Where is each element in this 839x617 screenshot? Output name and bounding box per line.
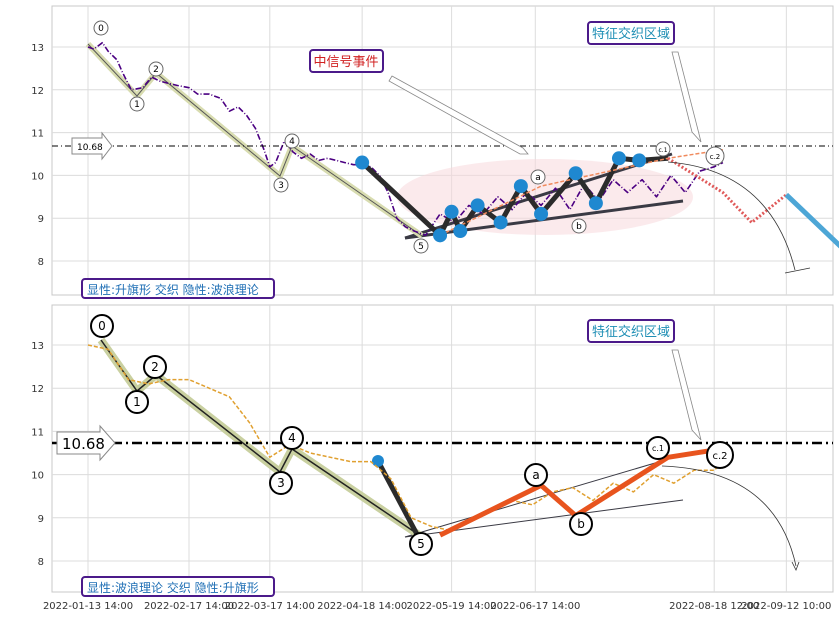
top-plot-frame bbox=[51, 5, 834, 296]
series-line bbox=[667, 157, 788, 224]
bottom-label-4: 4 bbox=[288, 431, 296, 445]
y-tick-label: 8 bbox=[38, 557, 44, 568]
top-projection-end bbox=[784, 267, 811, 274]
top-feature-zone-arrow bbox=[671, 51, 702, 143]
flag-point bbox=[513, 179, 528, 194]
flag-point bbox=[588, 196, 603, 211]
bottom-label-5: 5 bbox=[417, 537, 425, 551]
wave-label-3: 3 bbox=[278, 181, 284, 191]
bottom-wave-labels: 0 1 2 3 4 5 a b c.1 c.2 bbox=[90, 314, 734, 556]
flag-point bbox=[493, 215, 508, 230]
wave-label-1: 1 bbox=[134, 100, 140, 110]
bottom-hline-arrow: 10.68 bbox=[56, 424, 116, 462]
mid-signal-label: 中信号事件 bbox=[313, 55, 378, 70]
y-tick-label: 11 bbox=[31, 427, 44, 438]
flag-point bbox=[433, 228, 448, 243]
series-line bbox=[439, 148, 724, 236]
flag-point bbox=[470, 198, 485, 213]
wave-label-2: 2 bbox=[153, 65, 159, 75]
flag-upper-line bbox=[404, 152, 673, 240]
wave-label-0: 0 bbox=[98, 24, 104, 34]
flag-point bbox=[534, 206, 549, 221]
wave-label-5: 5 bbox=[418, 242, 424, 252]
bottom-projection-curve bbox=[661, 465, 797, 567]
y-tick-label: 12 bbox=[31, 384, 44, 395]
wave-label-b: b bbox=[576, 222, 582, 232]
x-tick-label: 2022-01-13 14:00 bbox=[43, 601, 133, 612]
y-tick-label: 8 bbox=[38, 257, 44, 268]
x-tick-label: 2022-04-18 14:00 bbox=[317, 601, 407, 612]
top-hline-arrow: 10.68 bbox=[71, 131, 113, 161]
wave-label-c2: c.2 bbox=[710, 153, 721, 161]
top-hline-label: 10.68 bbox=[77, 143, 103, 153]
flag-point bbox=[355, 155, 370, 170]
y-tick-label: 13 bbox=[31, 43, 44, 54]
y-tick-label: 10 bbox=[31, 471, 44, 482]
x-tick-label: 2022-09-12 10:00 bbox=[741, 601, 831, 612]
bottom-wave-line bbox=[100, 339, 423, 538]
y-tick-label: 13 bbox=[31, 341, 44, 352]
bottom-label-a: a bbox=[532, 468, 539, 482]
bottom-plot-frame bbox=[51, 304, 834, 593]
wave-trend-line bbox=[87, 43, 423, 237]
bottom-start-dot bbox=[372, 455, 384, 467]
bottom-label-2: 2 bbox=[151, 360, 159, 374]
x-tick-label: 2022-08-18 12:00 bbox=[669, 601, 759, 612]
bottom-y-axis: 8 9 10 11 12 13 bbox=[31, 341, 44, 568]
bottom-label-1: 1 bbox=[133, 395, 141, 409]
x-axis: 2022-01-13 14:00 2022-02-17 14:002022-03-… bbox=[43, 601, 831, 612]
y-tick-label: 9 bbox=[38, 214, 44, 225]
flag-point bbox=[568, 166, 583, 181]
top-projection-curve bbox=[667, 161, 796, 271]
bottom-feature-zone-label: 特征交织区域 bbox=[592, 324, 670, 340]
bottom-label-b: b bbox=[577, 517, 585, 531]
y-tick-label: 9 bbox=[38, 514, 44, 525]
bottom-label-c2: c.2 bbox=[712, 451, 727, 462]
bottom-caption-box: 显性:波浪理论 交织 隐性:升旗形 bbox=[81, 576, 275, 597]
flag-point bbox=[611, 151, 626, 166]
bottom-flag-upper bbox=[404, 457, 673, 538]
x-tick-label: 2022-05-19 14:00 bbox=[407, 601, 497, 612]
mid-signal-box: 中信号事件 bbox=[309, 49, 384, 73]
y-tick-label: 11 bbox=[31, 129, 44, 140]
x-tick-label: 2022-06-17 14:00 bbox=[490, 601, 580, 612]
top-y-axis: 8 9 10 11 12 13 bbox=[31, 43, 44, 268]
top-flag-points bbox=[355, 151, 647, 243]
mid-signal-arrow bbox=[388, 75, 529, 155]
top-feature-zone-label: 特征交织区域 bbox=[592, 26, 670, 42]
bottom-hline-label: 10.68 bbox=[62, 435, 105, 453]
x-tick-label: 2022-02-17 14:00 bbox=[144, 601, 234, 612]
top-caption-box: 显性:升旗形 交织 隐性:波浪理论 bbox=[81, 278, 275, 299]
bottom-label-c1: c.1 bbox=[652, 444, 664, 453]
wave-label-4: 4 bbox=[289, 137, 295, 147]
bottom-label-3: 3 bbox=[277, 476, 285, 490]
bottom-feature-zone-arrow bbox=[671, 349, 702, 441]
flag-point bbox=[453, 224, 468, 239]
bottom-feature-zone-box: 特征交织区域 bbox=[587, 319, 675, 343]
feature-ellipse bbox=[397, 159, 693, 235]
y-tick-label: 12 bbox=[31, 86, 44, 97]
bottom-grid bbox=[52, 305, 833, 592]
flag-point bbox=[444, 204, 459, 219]
flag-point bbox=[632, 153, 647, 168]
top-caption: 显性:升旗形 交织 隐性:波浪理论 bbox=[87, 282, 259, 297]
wave-label-c1: c.1 bbox=[658, 147, 667, 154]
bottom-projection-arrowhead bbox=[791, 561, 800, 571]
top-wave-labels: 0 1 2 3 4 5 a b c.1 c.2 bbox=[93, 20, 725, 254]
x-tick-label: 2022-03-17 14:00 bbox=[225, 601, 315, 612]
wave-label-a: a bbox=[535, 173, 541, 183]
bottom-caption: 显性:波浪理论 交织 隐性:升旗形 bbox=[87, 580, 259, 595]
y-tick-label: 10 bbox=[31, 171, 44, 182]
series-line bbox=[87, 344, 724, 532]
bottom-label-0: 0 bbox=[98, 319, 106, 333]
series-line bbox=[784, 192, 839, 249]
top-feature-zone-box: 特征交织区域 bbox=[587, 21, 675, 45]
